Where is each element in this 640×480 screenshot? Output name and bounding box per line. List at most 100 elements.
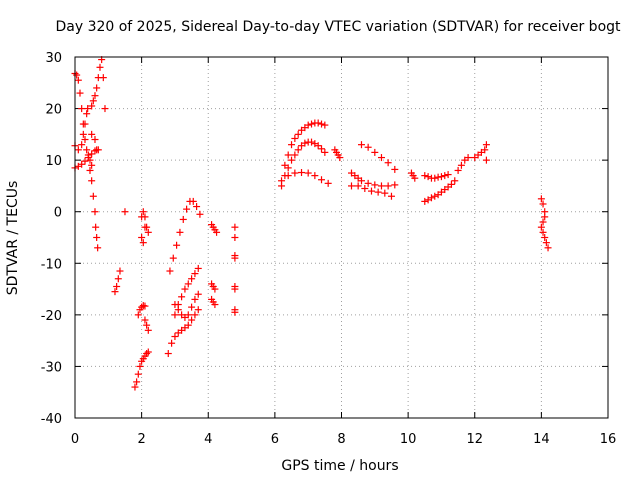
data-point [354, 182, 362, 190]
data-point [231, 285, 239, 293]
plot-frame [74, 56, 609, 419]
data-point [138, 234, 146, 241]
data-point [144, 348, 152, 356]
x-tick-label: 4 [204, 432, 212, 447]
data-point [347, 182, 355, 190]
tick-labels: 0 2 4 6 8 10 12 14 16 -40 -30 -20 -10 0 10 20 30 [41, 51, 617, 447]
series-arc-e [88, 56, 109, 113]
y-tick-label: -40 [41, 412, 62, 427]
data-point [93, 234, 101, 241]
data-point [294, 130, 302, 138]
data-point [131, 383, 139, 391]
data-point [78, 160, 86, 168]
data-point [421, 197, 429, 205]
data-point [278, 177, 286, 185]
data-point [184, 311, 192, 319]
data-point [544, 244, 552, 252]
data-point [188, 303, 196, 311]
data-point [81, 136, 89, 144]
data-point [361, 185, 369, 193]
data-point [141, 213, 149, 221]
data-point [144, 326, 152, 334]
data-point [83, 110, 91, 118]
series-arc-n [166, 197, 204, 275]
series-arc-t [231, 223, 239, 316]
data-point [84, 105, 92, 113]
data-point [231, 308, 239, 316]
data-point [139, 239, 147, 247]
data-point [193, 203, 201, 211]
data-point [304, 169, 312, 177]
data-point [288, 141, 296, 149]
data-point [454, 166, 462, 174]
series-arc-af [471, 141, 490, 164]
data-point [181, 285, 189, 293]
y-tick-label: 10 [45, 154, 62, 169]
data-point [166, 267, 174, 275]
data-point [298, 169, 306, 177]
data-point [79, 130, 87, 138]
data-point [196, 210, 204, 218]
data-point [88, 102, 96, 110]
data-point [74, 146, 82, 154]
x-tick-label: 6 [271, 432, 279, 447]
series-arc-ae [454, 154, 472, 174]
data-point [113, 282, 121, 290]
data-point [314, 119, 322, 127]
data-point [318, 145, 326, 153]
data-point [143, 321, 151, 329]
data-point [134, 311, 142, 319]
data-point [184, 321, 192, 329]
x-tick-label: 0 [71, 432, 79, 447]
series-arc-x [331, 146, 344, 162]
data-point [171, 301, 179, 309]
data-point [168, 339, 176, 347]
data-point [213, 228, 221, 236]
series-arc-k [138, 223, 149, 247]
series-arc-ac [421, 171, 452, 182]
data-point [99, 74, 107, 82]
data-point [74, 76, 82, 84]
data-point [539, 200, 547, 208]
data-point [184, 280, 192, 288]
data-point [176, 228, 184, 236]
data-point [93, 84, 101, 92]
series-arc-p [171, 290, 202, 321]
data-point [539, 218, 547, 226]
data-point [367, 187, 375, 195]
x-tick-label: 16 [600, 432, 617, 447]
data-point [136, 362, 144, 370]
data-point [308, 138, 316, 146]
data-point [431, 174, 439, 182]
series-arc-c [71, 105, 92, 154]
y-tick-label: 0 [54, 206, 62, 221]
data-point [141, 316, 149, 324]
series-arc-r [208, 280, 219, 293]
data-point [482, 156, 490, 164]
data-point [171, 333, 179, 341]
data-point [357, 141, 365, 149]
series-arc-l [141, 316, 152, 334]
data-point [194, 306, 202, 314]
data-point [288, 156, 296, 164]
data-point [173, 241, 181, 249]
data-point [73, 71, 81, 79]
data-point [231, 254, 239, 262]
series-arc-m [164, 306, 202, 358]
data-point [391, 165, 399, 173]
data-point [179, 215, 187, 223]
data-point [431, 192, 439, 200]
data-point [96, 63, 104, 71]
y-tick-label: -10 [41, 257, 62, 272]
data-point [114, 275, 122, 283]
data-point [76, 89, 84, 97]
data-point [88, 177, 96, 185]
series-arc-v [281, 119, 329, 169]
y-tick-label: 20 [45, 103, 62, 118]
series-arc-aa [347, 182, 395, 200]
data-point [88, 150, 96, 158]
x-tick-label: 8 [337, 432, 345, 447]
data-point [464, 154, 472, 162]
series-arc-q [208, 221, 221, 236]
